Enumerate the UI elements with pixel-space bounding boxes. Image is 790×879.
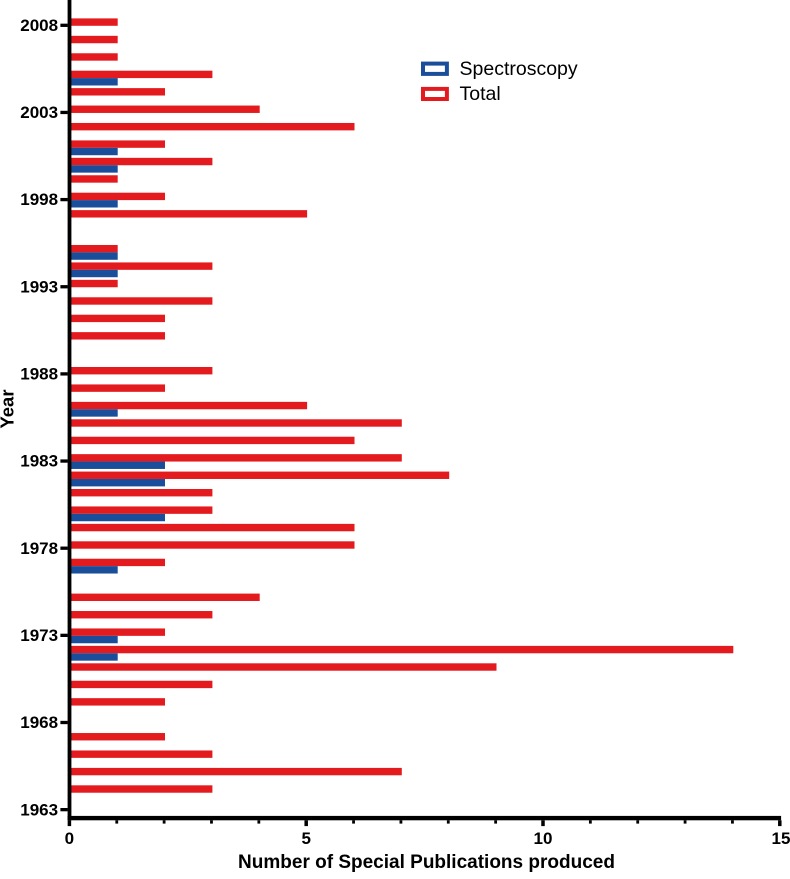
svg-text:Total: Total <box>460 83 501 105</box>
svg-text:5: 5 <box>301 829 310 848</box>
svg-text:2003: 2003 <box>20 103 58 122</box>
svg-text:Spectroscopy: Spectroscopy <box>460 58 578 80</box>
svg-text:Number of Special Publications: Number of Special Publications produced <box>238 852 615 873</box>
svg-text:1993: 1993 <box>20 277 58 296</box>
svg-text:15: 15 <box>772 829 790 848</box>
svg-text:10: 10 <box>534 829 553 848</box>
svg-text:1968: 1968 <box>20 713 58 732</box>
svg-text:2008: 2008 <box>20 16 58 35</box>
svg-text:1988: 1988 <box>20 365 58 384</box>
svg-text:1973: 1973 <box>20 626 58 645</box>
svg-text:Year: Year <box>0 389 18 428</box>
svg-text:1963: 1963 <box>20 800 58 819</box>
svg-text:1983: 1983 <box>20 452 58 471</box>
svg-text:0: 0 <box>65 829 74 848</box>
svg-text:1978: 1978 <box>20 539 58 558</box>
svg-text:1998: 1998 <box>20 190 58 209</box>
